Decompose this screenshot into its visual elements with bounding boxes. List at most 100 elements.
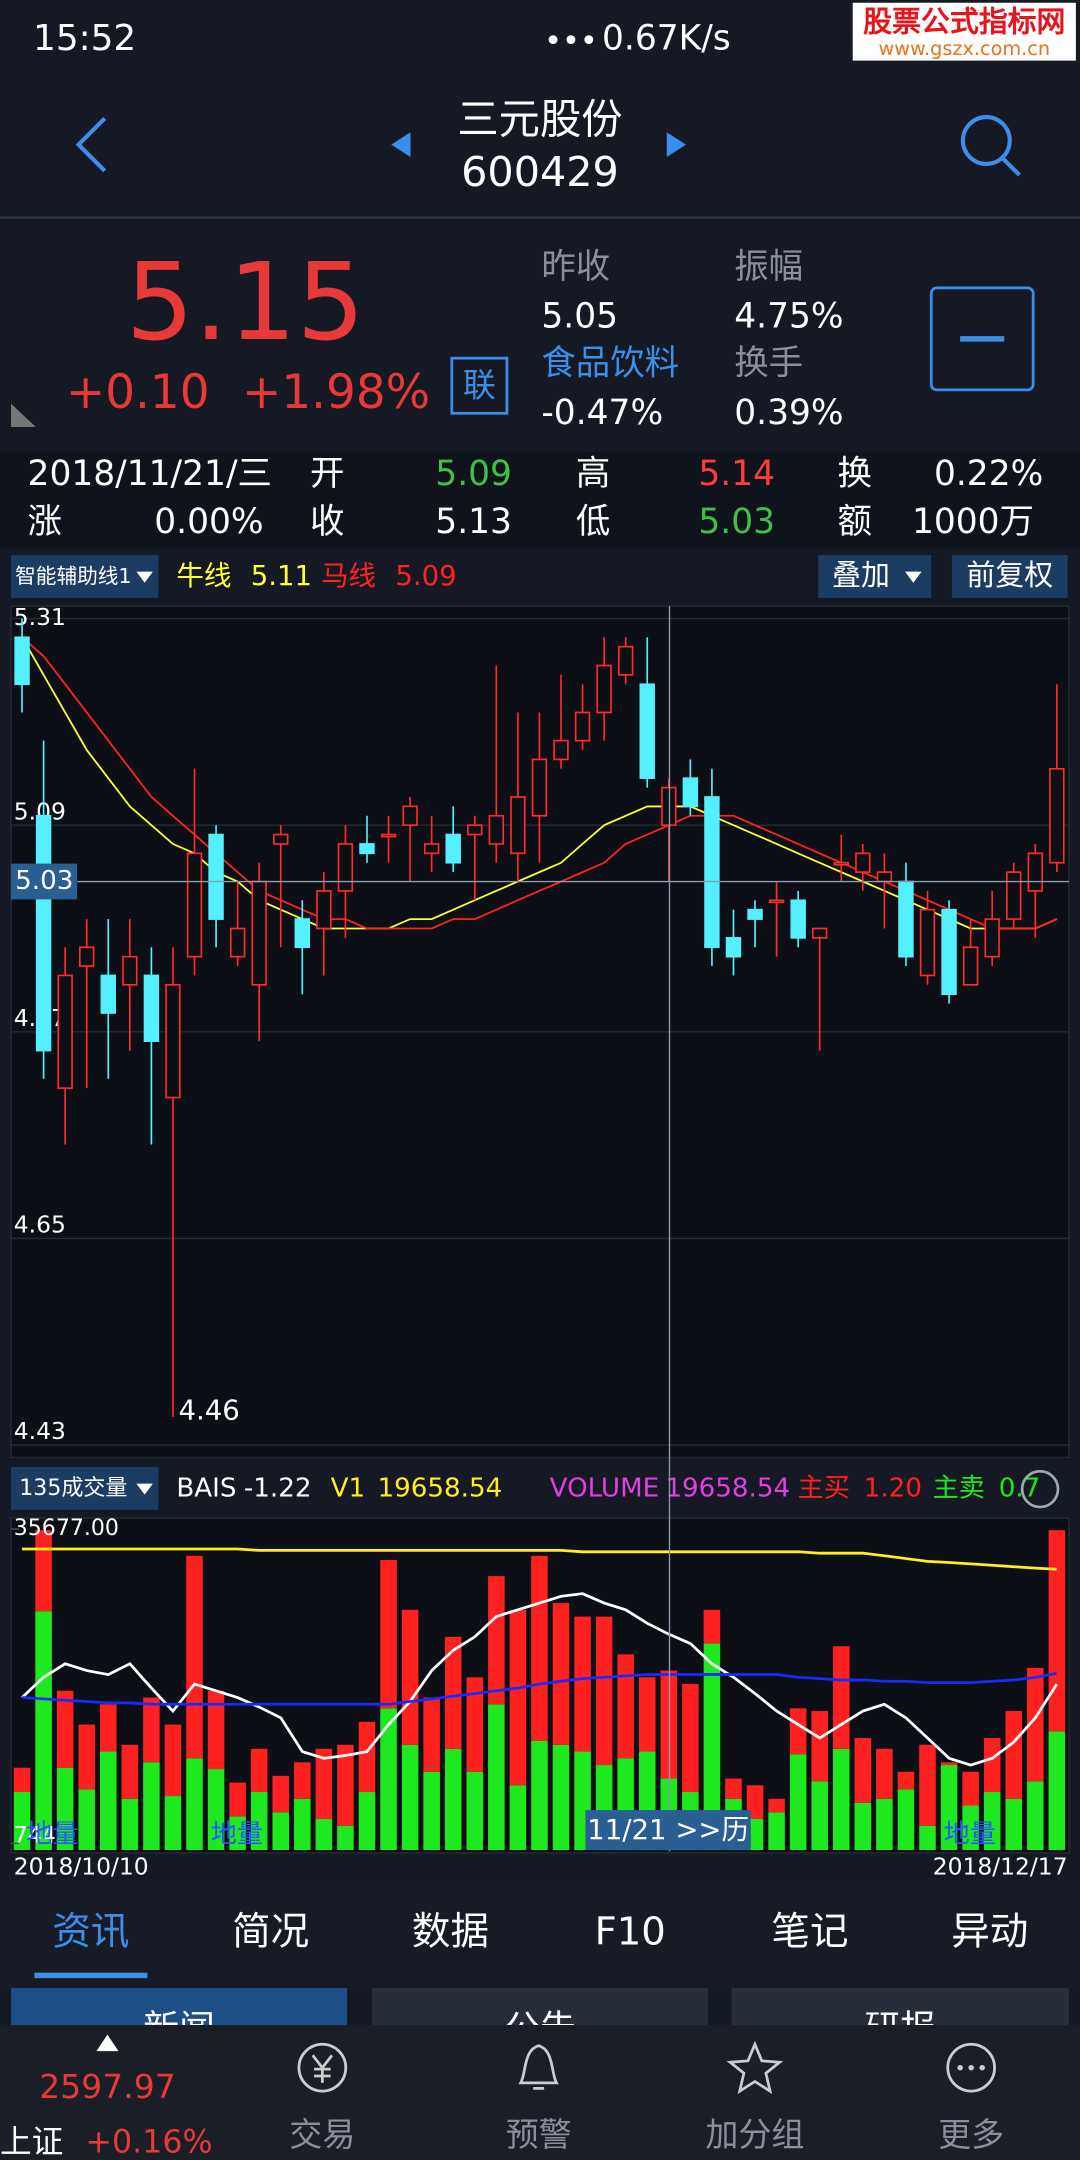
volume-indicator-button[interactable]: [11, 1467, 159, 1510]
candle-body: [531, 758, 548, 817]
volume-bar: [811, 1781, 828, 1851]
index-value[interactable]: 2597.97: [39, 2067, 176, 2106]
legend-name: V1: [331, 1474, 366, 1504]
group-icon[interactable]: [726, 2040, 784, 2095]
volume-bar: [358, 1792, 376, 1851]
volume-bar: [789, 1754, 807, 1851]
volume-bar: [337, 1744, 354, 1826]
volume-bar: [35, 1611, 52, 1851]
tab[interactable]: 资讯: [52, 1910, 129, 1955]
volume-bar: [1005, 1711, 1023, 1799]
tab-underline: [34, 1972, 148, 1979]
candle-body: [704, 796, 720, 949]
candle-body: [79, 946, 95, 967]
candle-body: [1027, 852, 1044, 892]
adjust-button-label[interactable]: 前复权: [966, 558, 1053, 592]
volume-bar: [444, 1636, 462, 1749]
candle-body: [273, 833, 289, 845]
volume-bar: [876, 1748, 893, 1799]
volume-bar: [13, 1767, 31, 1793]
nav-label[interactable]: 加分组: [705, 2115, 804, 2154]
indicator-button[interactable]: [11, 555, 159, 598]
cursor-date: 11/21 >>历: [587, 1814, 749, 1846]
ma-legend: 牛线 5.11 马线 5.09: [176, 560, 456, 592]
volume-bar: [401, 1609, 419, 1745]
tab-bar: [0, 1887, 1080, 1987]
volume-bar: [833, 1646, 850, 1749]
volume-bar: [940, 1765, 958, 1851]
dropdown-arrow: [905, 571, 922, 583]
y-tick-label: 35677.00: [14, 1516, 119, 1541]
prev-stock[interactable]: [391, 132, 411, 158]
sub-tab[interactable]: [371, 1987, 709, 2025]
legend-value: 19658.54: [377, 1474, 502, 1504]
nav-label[interactable]: 交易: [289, 2115, 355, 2154]
index-name[interactable]: 上证: [0, 2124, 63, 2160]
next-stock[interactable]: [666, 132, 687, 158]
price: 5.15: [126, 240, 365, 365]
badge[interactable]: 联: [463, 366, 496, 405]
volume-indicator-label[interactable]: 135成交量: [19, 1476, 127, 1501]
candle-body: [811, 927, 828, 939]
volume-bar: [294, 1762, 311, 1799]
tab[interactable]: 简况: [232, 1910, 309, 1955]
volume-bar: [229, 1782, 246, 1817]
nav-label[interactable]: 更多: [938, 2115, 1004, 2154]
tab[interactable]: 数据: [412, 1910, 489, 1955]
sub-tab[interactable]: [11, 1987, 348, 2025]
volume-bar: [552, 1603, 570, 1745]
back-button[interactable]: [75, 117, 107, 173]
watch-button[interactable]: [929, 286, 1035, 392]
alert-icon[interactable]: [518, 2044, 559, 2090]
candle-body: [553, 739, 569, 761]
candle-body: [941, 908, 957, 996]
price-change-pct: +1.98%: [242, 366, 430, 420]
detail-value: 5.14: [698, 454, 775, 494]
legend-value: 5.09: [395, 560, 456, 592]
candle-body: [790, 899, 806, 939]
badge-box[interactable]: [450, 356, 509, 415]
index-change[interactable]: +0.16%: [85, 2124, 212, 2160]
legend-name: 马线: [321, 560, 376, 592]
volume-bar: [919, 1825, 936, 1851]
volume-bar: [78, 1724, 95, 1790]
volume-bar: [121, 1744, 139, 1799]
quote-fields: 昨收 5.05 振幅 4.75% 食品饮料 -0.47% 换手 0.39%: [541, 247, 843, 433]
volume-bar: [725, 1778, 742, 1799]
volume-bar: [315, 1748, 333, 1820]
volume-bar: [531, 1740, 548, 1851]
more-icon[interactable]: [946, 2042, 996, 2093]
indicator-button-label[interactable]: 智能辅助线1: [15, 564, 131, 588]
candle-body: [35, 814, 52, 1052]
tab[interactable]: 笔记: [771, 1910, 848, 1955]
candle-body: [143, 974, 160, 1043]
sub-tab[interactable]: [731, 1987, 1069, 2025]
tab[interactable]: F10: [595, 1910, 666, 1955]
tab[interactable]: 异动: [951, 1910, 1028, 1955]
volume-bar: [897, 1789, 915, 1851]
field-label: 振幅: [734, 247, 803, 287]
volume-bar: [962, 1771, 979, 1806]
detail-label: 开: [310, 454, 344, 494]
trade-icon[interactable]: [297, 2042, 348, 2093]
candle-body: [467, 824, 483, 836]
adjust-button[interactable]: [951, 555, 1068, 598]
field-label: 食品饮料: [541, 344, 679, 384]
candle-body: [962, 946, 979, 986]
volume-bar: [250, 1792, 268, 1851]
volume-bar: [294, 1798, 311, 1851]
volume-bar: [488, 1704, 505, 1851]
nav-label[interactable]: 预警: [506, 2115, 572, 2154]
volume-legend: BAIS -1.22 V1 19658.54 VOLUME 19658.54 主买 1.20 主…: [176, 1474, 1040, 1504]
volume-bar: [509, 1785, 527, 1851]
candle-body: [251, 880, 267, 986]
volume-annotation: 地量: [944, 1819, 996, 1849]
candle-body: [768, 899, 785, 904]
overlay-button-label[interactable]: 叠加: [832, 558, 890, 592]
help-icon[interactable]: [1020, 1469, 1060, 1509]
candle-body: [510, 796, 526, 855]
search-button[interactable]: [960, 115, 1021, 177]
volume-bar: [358, 1721, 376, 1793]
